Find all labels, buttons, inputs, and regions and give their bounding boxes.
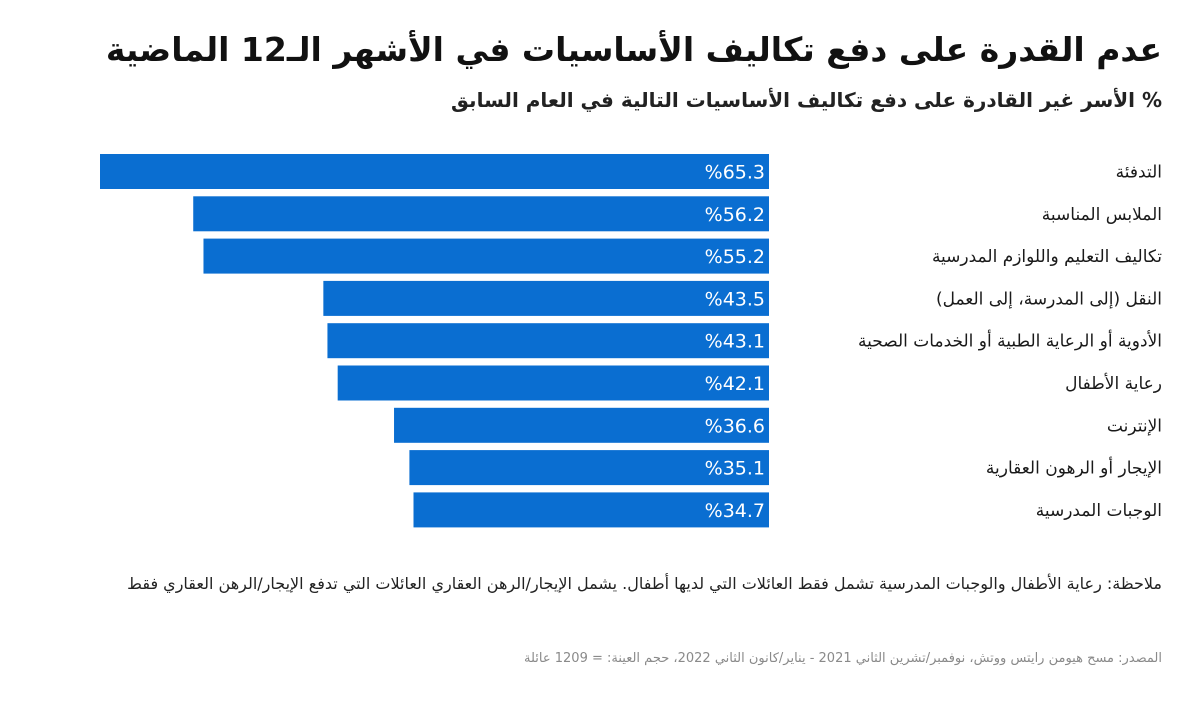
- bar-chart: %65.3 التدفئة %56.2 الملابس المناسبة %55.2 تك…: [100, 154, 1162, 528]
- category-label: رعاية الأطفال: [1065, 373, 1162, 394]
- bar: [394, 407, 769, 443]
- bar-value-label: %43.1: [705, 331, 765, 353]
- bar-value-label: %35.1: [705, 458, 765, 480]
- chart-subtitle: % الأسر غير القادرة على دفع تكاليف الأسا…: [451, 88, 1162, 112]
- category-label: الإيجار أو الرهون العقارية: [986, 457, 1162, 479]
- bar-value-label: %43.5: [705, 288, 765, 310]
- chart-title: عدم القدرة على دفع تكاليف الأساسيات في ا…: [105, 30, 1162, 69]
- bar: [100, 154, 769, 189]
- bar: [193, 196, 769, 232]
- bar-value-label: %42.1: [705, 373, 765, 395]
- category-label: الوجبات المدرسية: [1036, 501, 1162, 521]
- bar: [327, 323, 769, 359]
- category-label: التدفئة: [1116, 163, 1162, 183]
- bar: [413, 492, 769, 528]
- bar: [337, 365, 769, 401]
- category-label: الإنترنت: [1107, 416, 1162, 436]
- bar-value-label: %65.3: [705, 162, 765, 184]
- bar-value-label: %55.2: [705, 246, 765, 268]
- category-label: تكاليف التعليم واللوازم المدرسية: [932, 247, 1162, 267]
- bar-value-label: %56.2: [705, 204, 765, 226]
- bar-value-label: %36.6: [705, 415, 765, 437]
- bar: [409, 450, 769, 486]
- chart-note: ملاحظة: رعاية الأطفال والوجبات المدرسية …: [127, 574, 1162, 593]
- bar-value-label: %34.7: [705, 500, 765, 522]
- category-label: الملابس المناسبة: [1042, 205, 1162, 225]
- category-label: النقل (إلى المدرسة، إلى العمل): [936, 289, 1162, 309]
- chart-source: المصدر: مسح هيومن رايتس ووتش، نوفمبر/تشر…: [524, 651, 1162, 666]
- bar: [203, 238, 769, 274]
- category-label: الأدوية أو الرعاية الطبية أو الخدمات الص…: [858, 330, 1162, 352]
- bar: [323, 280, 769, 316]
